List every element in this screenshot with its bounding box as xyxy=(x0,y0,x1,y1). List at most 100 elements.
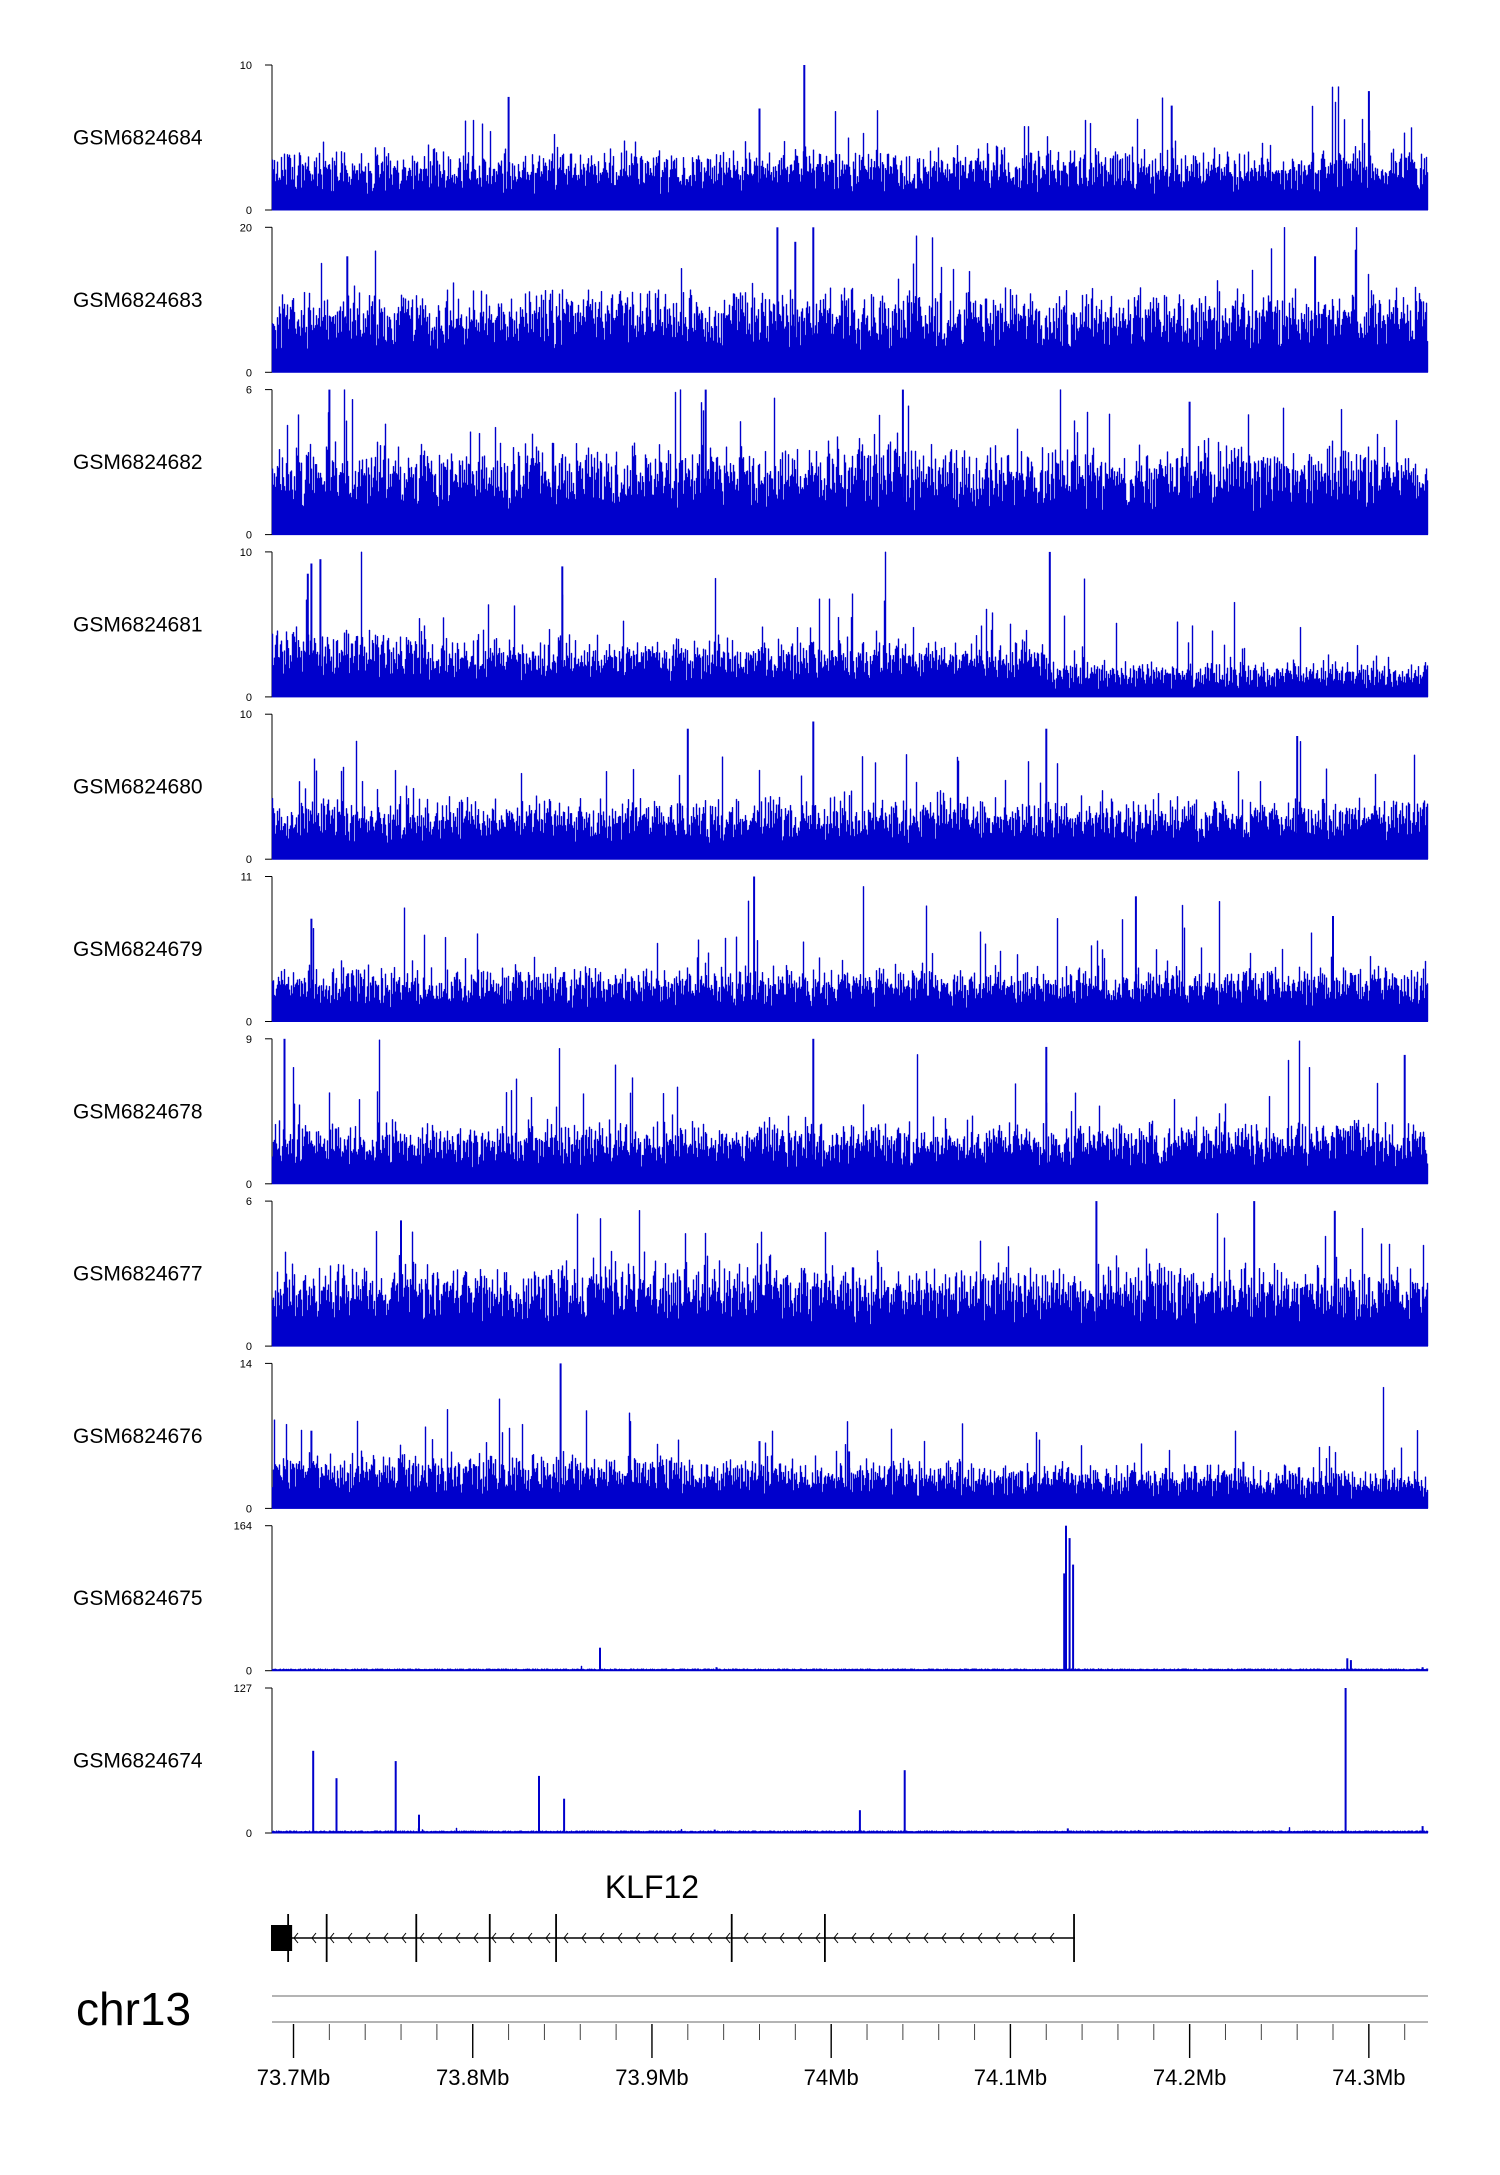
coverage-signal xyxy=(272,1040,1428,1184)
signal-peak xyxy=(848,1451,850,1508)
signal-peak xyxy=(759,1441,761,1508)
signal-peak xyxy=(812,1039,814,1184)
signal-peak xyxy=(803,65,805,210)
track-label: GSM6824682 xyxy=(73,451,203,474)
track-GSM6824678: GSM6824678 9 0 xyxy=(73,1034,1428,1191)
signal-peak xyxy=(1350,1660,1352,1671)
x-tick-label: 74.3Mb xyxy=(1332,2065,1405,2090)
signal-peak xyxy=(395,1761,397,1833)
signal-peak xyxy=(1189,402,1191,535)
signal-peak xyxy=(1067,1828,1069,1833)
y-axis-max-label: 10 xyxy=(240,60,252,72)
signal-peak xyxy=(794,242,796,372)
signal-peak xyxy=(1045,729,1047,860)
x-tick-label: 73.9Mb xyxy=(615,2065,688,2090)
signal-peak xyxy=(1404,1055,1406,1184)
x-tick-label: 74Mb xyxy=(804,2065,859,2090)
signal-peak xyxy=(1253,1201,1255,1346)
signal-peak xyxy=(312,1751,314,1833)
coverage-signal xyxy=(272,1827,1428,1833)
signal-peak xyxy=(508,97,510,210)
signal-peak xyxy=(1171,106,1173,210)
signal-peak xyxy=(1422,1826,1424,1833)
signal-peak xyxy=(759,109,761,211)
signal-peak xyxy=(1368,91,1370,210)
signal-peak xyxy=(310,564,312,697)
signal-peak xyxy=(1063,1573,1065,1670)
signal-peak xyxy=(418,1815,420,1833)
y-axis-max-label: 6 xyxy=(246,385,252,397)
track-GSM6824683: GSM6824683 20 0 xyxy=(73,222,1428,379)
coverage-signal xyxy=(272,552,1428,697)
gene-label: KLF12 xyxy=(605,1869,699,1905)
y-axis-max-label: 11 xyxy=(241,872,252,884)
signal-peak xyxy=(310,1431,312,1509)
signal-peak xyxy=(538,1776,540,1833)
signal-peak xyxy=(705,390,707,535)
signal-peak xyxy=(284,1039,286,1184)
signal-peak xyxy=(1049,552,1051,697)
track-label: GSM6824677 xyxy=(73,1263,203,1286)
track-label: GSM6824680 xyxy=(73,776,203,799)
y-axis-min-label: 0 xyxy=(246,205,252,217)
track-label: GSM6824675 xyxy=(73,1587,203,1610)
y-axis-min-label: 0 xyxy=(246,367,252,379)
signal-peak xyxy=(1296,736,1298,859)
signal-peak xyxy=(310,919,312,1022)
signal-peak xyxy=(904,1770,906,1833)
track-GSM6824679: GSM6824679 11 0 xyxy=(73,872,1428,1029)
coverage-signal xyxy=(272,87,1428,210)
coverage-signal xyxy=(272,390,1428,535)
signal-peak xyxy=(753,877,755,1022)
signal-peak xyxy=(1346,1658,1348,1670)
x-tick-label: 74.2Mb xyxy=(1153,2065,1226,2090)
genome-axis: chr13 73.7Mb 73.8Mb 73.9Mb 74Mb 74.1Mb 74.2Mb… xyxy=(76,1983,1428,2090)
gene-annotation-track: KLF12 xyxy=(271,1869,1075,1962)
signal-peak xyxy=(1065,1526,1067,1671)
track-GSM6824675: GSM6824675 164 0 xyxy=(73,1521,1428,1678)
track-label: GSM6824684 xyxy=(73,127,203,150)
coverage-signal xyxy=(272,741,1428,859)
track-label: GSM6824678 xyxy=(73,1100,203,1123)
signal-peak xyxy=(400,1220,402,1346)
signal-peak xyxy=(1135,896,1137,1021)
y-axis-max-label: 10 xyxy=(240,547,252,559)
signal-peak xyxy=(319,559,321,697)
y-axis-min-label: 0 xyxy=(246,1179,252,1191)
y-axis-min-label: 0 xyxy=(246,854,252,866)
signal-peak xyxy=(1095,1201,1097,1346)
y-axis-max-label: 164 xyxy=(234,1521,252,1533)
y-axis-max-label: 9 xyxy=(246,1034,252,1046)
track-label: GSM6824679 xyxy=(73,938,203,961)
track-GSM6824676: GSM6824676 14 0 xyxy=(73,1358,1428,1515)
track-label: GSM6824676 xyxy=(73,1425,203,1448)
coverage-signal xyxy=(272,886,1428,1021)
signal-peak xyxy=(687,729,689,860)
track-label: GSM6824674 xyxy=(73,1750,203,1773)
track-GSM6824680: GSM6824680 10 0 xyxy=(73,709,1428,866)
signal-peak xyxy=(560,1363,562,1508)
signal-peak xyxy=(1334,1211,1336,1346)
y-axis-min-label: 0 xyxy=(246,1341,252,1353)
track-GSM6824677: GSM6824677 6 0 xyxy=(73,1196,1428,1353)
signal-peak xyxy=(714,1830,716,1833)
signal-peak xyxy=(599,1648,601,1671)
y-axis-max-label: 6 xyxy=(246,1196,252,1208)
signal-peak xyxy=(859,1810,861,1833)
signal-peak xyxy=(1242,1462,1244,1509)
chromosome-label: chr13 xyxy=(76,1983,191,2035)
coverage-signal xyxy=(272,227,1428,372)
track-GSM6824674: GSM68246741270 xyxy=(73,1683,1428,1840)
signal-peak xyxy=(776,227,778,372)
y-axis-max-label: 10 xyxy=(240,709,252,721)
y-axis-max-label: 127 xyxy=(234,1683,252,1695)
track-GSM6824684: GSM6824684 10 0 xyxy=(73,60,1428,217)
track-label: GSM6824681 xyxy=(73,613,203,636)
signal-peak xyxy=(1045,1047,1047,1184)
signal-peak xyxy=(1345,1688,1347,1833)
y-axis-min-label: 0 xyxy=(246,1017,252,1029)
signal-peak xyxy=(812,227,814,372)
signal-peak xyxy=(1422,1667,1424,1671)
